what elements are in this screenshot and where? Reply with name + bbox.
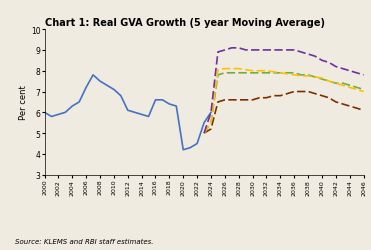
Text: Source: KLEMS and RBI staff estimates.: Source: KLEMS and RBI staff estimates. xyxy=(15,238,153,244)
Text: Chart 1: Real GVA Growth (5 year Moving Average): Chart 1: Real GVA Growth (5 year Moving … xyxy=(45,18,325,28)
Y-axis label: Per cent: Per cent xyxy=(19,85,28,120)
